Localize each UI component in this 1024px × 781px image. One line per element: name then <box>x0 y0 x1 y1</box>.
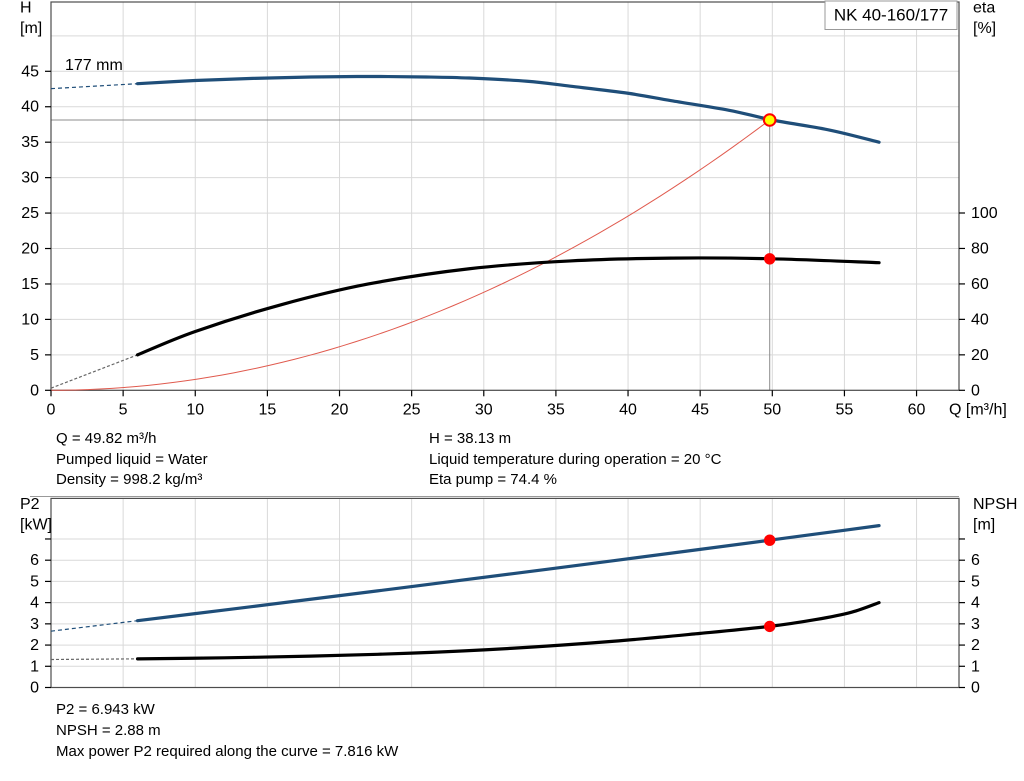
svg-text:20: 20 <box>331 401 349 418</box>
svg-text:40: 40 <box>619 401 637 418</box>
svg-text:5: 5 <box>30 573 39 590</box>
svg-text:15: 15 <box>21 276 39 293</box>
svg-text:0: 0 <box>971 680 980 697</box>
svg-text:15: 15 <box>258 401 276 418</box>
svg-text:40: 40 <box>971 311 989 328</box>
svg-text:[m]: [m] <box>20 20 42 37</box>
svg-text:Q [m³/h]: Q [m³/h] <box>949 401 1007 418</box>
svg-text:0: 0 <box>30 382 39 399</box>
svg-text:[m]: [m] <box>973 517 995 534</box>
svg-text:NPSH: NPSH <box>973 496 1017 513</box>
svg-text:35: 35 <box>547 401 565 418</box>
svg-text:1: 1 <box>30 658 39 675</box>
svg-text:2: 2 <box>971 637 980 654</box>
svg-text:50: 50 <box>763 401 781 418</box>
svg-text:20: 20 <box>21 241 39 258</box>
svg-text:4: 4 <box>30 595 39 612</box>
svg-text:30: 30 <box>21 170 39 187</box>
svg-text:60: 60 <box>908 401 926 418</box>
svg-text:30: 30 <box>475 401 493 418</box>
svg-text:60: 60 <box>971 276 989 293</box>
svg-text:10: 10 <box>21 311 39 328</box>
svg-text:5: 5 <box>30 347 39 364</box>
svg-text:P2: P2 <box>20 496 40 513</box>
svg-text:40: 40 <box>21 99 39 116</box>
svg-text:55: 55 <box>836 401 854 418</box>
svg-text:eta: eta <box>973 0 995 17</box>
svg-text:NK 40-160/177: NK 40-160/177 <box>834 6 948 25</box>
svg-text:177 mm: 177 mm <box>65 57 123 74</box>
svg-text:[kW]: [kW] <box>20 517 52 534</box>
svg-text:5: 5 <box>971 573 980 590</box>
svg-text:5: 5 <box>119 401 128 418</box>
svg-text:6: 6 <box>30 552 39 569</box>
svg-text:10: 10 <box>186 401 204 418</box>
svg-text:3: 3 <box>30 616 39 633</box>
svg-text:2: 2 <box>30 637 39 654</box>
svg-text:3: 3 <box>971 616 980 633</box>
svg-text:25: 25 <box>403 401 421 418</box>
svg-text:25: 25 <box>21 205 39 222</box>
svg-text:0: 0 <box>47 401 56 418</box>
svg-text:6: 6 <box>971 552 980 569</box>
svg-text:35: 35 <box>21 134 39 151</box>
svg-text:0: 0 <box>971 382 980 399</box>
svg-text:H: H <box>20 0 32 17</box>
svg-text:[%]: [%] <box>973 20 996 37</box>
svg-text:80: 80 <box>971 240 989 257</box>
svg-text:100: 100 <box>971 205 998 222</box>
svg-text:4: 4 <box>971 595 980 612</box>
svg-text:45: 45 <box>21 63 39 80</box>
svg-text:1: 1 <box>971 658 980 675</box>
svg-text:20: 20 <box>971 347 989 364</box>
svg-text:45: 45 <box>691 401 709 418</box>
svg-text:0: 0 <box>30 680 39 697</box>
